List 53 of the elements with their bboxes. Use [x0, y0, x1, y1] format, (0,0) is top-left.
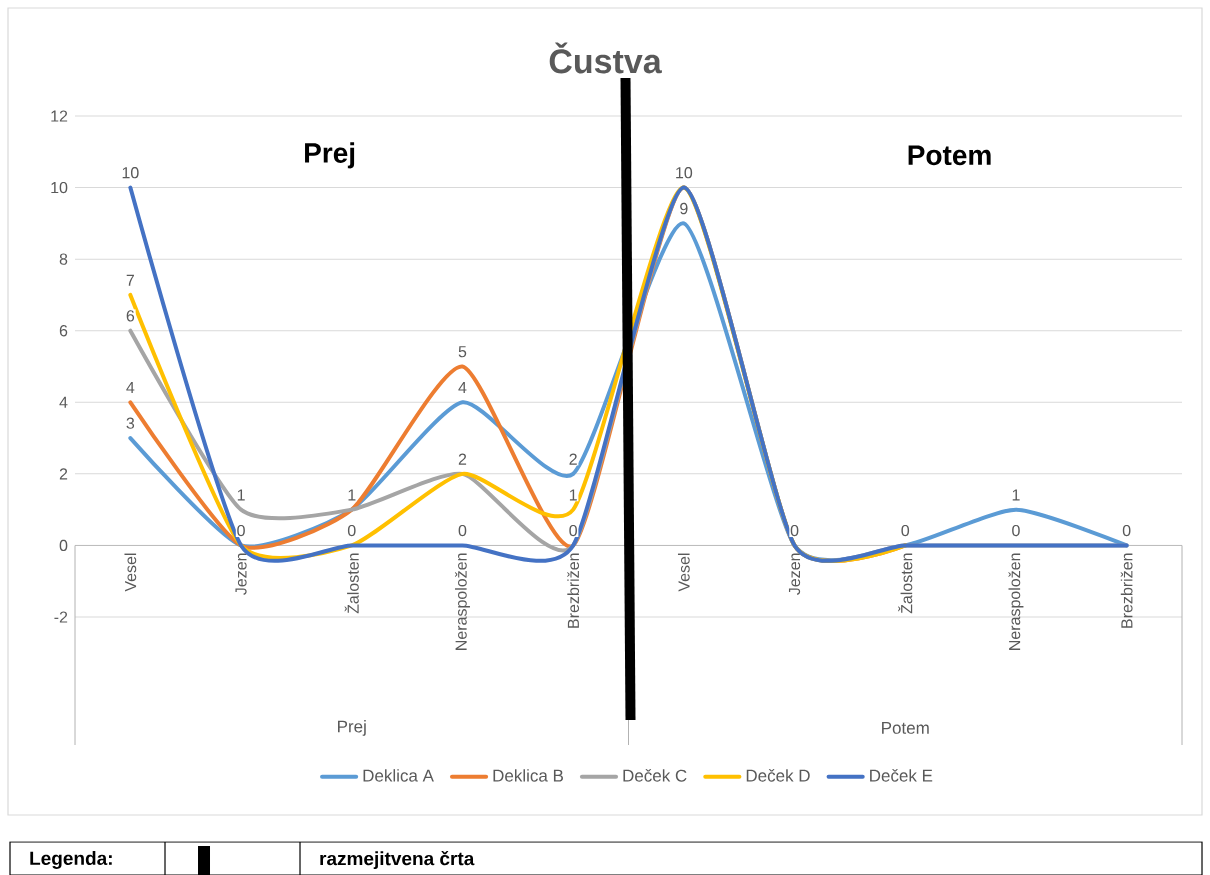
data-label: 0 — [901, 524, 910, 537]
data-label: 0 — [1122, 524, 1131, 537]
data-label: 0 — [1012, 524, 1020, 537]
data-label: 0 — [569, 524, 577, 537]
y-tick-label: 4 — [59, 396, 68, 408]
x-tick-label: Brezbrižen — [1120, 553, 1133, 628]
data-label: 9 — [680, 202, 688, 215]
x-tick-label: Jezen — [235, 553, 247, 595]
data-label: 3 — [126, 417, 135, 429]
x-tick-label: Jezen — [788, 553, 801, 595]
data-label: 4 — [458, 382, 467, 394]
data-label: 10 — [122, 167, 139, 179]
text: Legenda: — [30, 851, 112, 869]
data-label: 1 — [348, 489, 356, 501]
legend-label: Deček C — [623, 769, 687, 782]
y-tick-label: 12 — [51, 110, 68, 122]
data-label: 1 — [569, 489, 577, 501]
data-label: 4 — [126, 382, 135, 394]
y-tick-label: 0 — [59, 539, 68, 552]
x-tick-label: Žalosten — [898, 553, 913, 614]
x-tick-label: Neraspoložen — [1008, 553, 1024, 650]
y-tick-label: 2 — [59, 468, 68, 480]
y-tick-label: 8 — [59, 253, 68, 265]
data-label: 6 — [126, 310, 135, 322]
x-tick-label: Brezbrižen — [567, 553, 580, 628]
legend-label: Deklica B — [493, 769, 563, 782]
data-label: 0 — [347, 524, 356, 537]
data-label: 1 — [1012, 489, 1020, 501]
y-tick-label: 6 — [59, 325, 68, 337]
annotation: Potem — [908, 145, 991, 166]
x-tick-label: Neraspoložen — [454, 553, 470, 650]
text: Prej — [338, 720, 366, 736]
data-label: 1 — [237, 489, 245, 501]
data-label: 2 — [569, 453, 577, 465]
x-tick-label: Vesel — [677, 553, 690, 592]
data-label: 7 — [126, 274, 134, 286]
data-label: 0 — [790, 524, 799, 537]
legend-label: Deklica A — [363, 769, 434, 782]
data-label: 0 — [458, 524, 467, 537]
y-tick-label: 10 — [51, 181, 68, 194]
legend-label: Deček E — [870, 769, 933, 782]
chart-title: Čustva — [549, 42, 662, 74]
legend-label: Deček D — [746, 769, 810, 782]
text: razmejitvena črta — [320, 850, 475, 870]
data-label: 5 — [458, 346, 467, 358]
x-tick-label: Žalosten — [344, 553, 359, 614]
y-tick-label: -2 — [54, 611, 68, 623]
text: Potem — [882, 722, 929, 734]
data-label: 0 — [237, 524, 245, 537]
data-label: 10 — [676, 167, 693, 179]
x-tick-label: Vesel — [124, 553, 137, 592]
data-label: 2 — [458, 453, 467, 465]
annotation: Prej — [305, 142, 355, 169]
